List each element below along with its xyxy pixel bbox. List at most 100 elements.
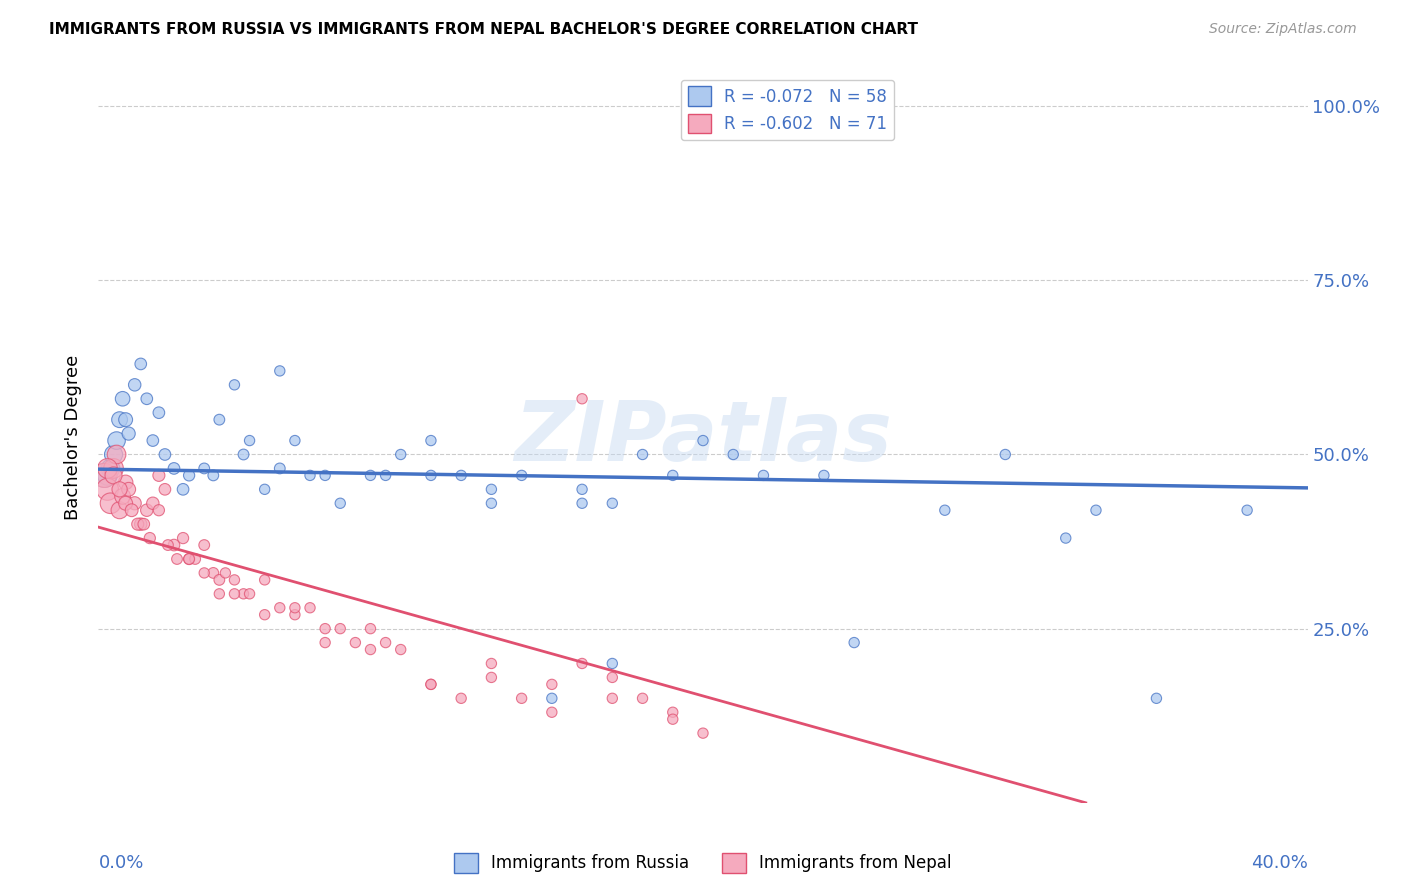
- Point: [166, 552, 188, 566]
- Point: [450, 691, 472, 706]
- Point: [540, 705, 562, 719]
- Point: [284, 600, 307, 615]
- Point: [314, 468, 336, 483]
- Point: [540, 691, 562, 706]
- Point: [329, 496, 352, 510]
- Point: [571, 392, 593, 406]
- Point: [239, 434, 262, 448]
- Point: [692, 434, 714, 448]
- Point: [148, 468, 170, 483]
- Point: [1054, 531, 1077, 545]
- Point: [129, 517, 152, 532]
- Point: [100, 496, 122, 510]
- Point: [208, 412, 231, 426]
- Point: [193, 566, 215, 580]
- Point: [93, 468, 115, 483]
- Point: [602, 657, 624, 671]
- Point: [114, 412, 136, 426]
- Point: [105, 434, 128, 448]
- Point: [571, 483, 593, 497]
- Point: [142, 434, 165, 448]
- Point: [420, 677, 443, 691]
- Point: [661, 468, 683, 483]
- Point: [344, 635, 367, 649]
- Point: [118, 483, 141, 497]
- Point: [202, 468, 225, 483]
- Point: [571, 657, 593, 671]
- Point: [360, 642, 382, 657]
- Point: [314, 635, 336, 649]
- Point: [179, 552, 201, 566]
- Point: [184, 552, 207, 566]
- Point: [374, 468, 396, 483]
- Point: [602, 691, 624, 706]
- Point: [193, 461, 215, 475]
- Point: [661, 705, 683, 719]
- Point: [193, 538, 215, 552]
- Point: [1236, 503, 1258, 517]
- Point: [96, 468, 118, 483]
- Point: [450, 468, 472, 483]
- Point: [934, 503, 956, 517]
- Point: [389, 642, 412, 657]
- Point: [389, 448, 412, 462]
- Legend: R = -0.072   N = 58, R = -0.602   N = 71: R = -0.072 N = 58, R = -0.602 N = 71: [681, 79, 894, 140]
- Point: [661, 712, 683, 726]
- Point: [360, 468, 382, 483]
- Point: [253, 607, 276, 622]
- Point: [124, 377, 146, 392]
- Point: [96, 461, 118, 475]
- Point: [208, 587, 231, 601]
- Point: [994, 448, 1017, 462]
- Point: [284, 607, 307, 622]
- Point: [232, 587, 254, 601]
- Point: [111, 489, 134, 503]
- Point: [179, 552, 201, 566]
- Point: [172, 483, 194, 497]
- Point: [148, 406, 170, 420]
- Text: 40.0%: 40.0%: [1251, 854, 1308, 872]
- Point: [148, 503, 170, 517]
- Point: [1144, 691, 1167, 706]
- Point: [96, 483, 118, 497]
- Point: [156, 538, 179, 552]
- Point: [224, 573, 246, 587]
- Text: IMMIGRANTS FROM RUSSIA VS IMMIGRANTS FROM NEPAL BACHELOR'S DEGREE CORRELATION CH: IMMIGRANTS FROM RUSSIA VS IMMIGRANTS FRO…: [49, 22, 918, 37]
- Point: [481, 670, 503, 684]
- Point: [121, 503, 143, 517]
- Point: [135, 503, 157, 517]
- Point: [163, 538, 186, 552]
- Point: [124, 496, 146, 510]
- Point: [602, 496, 624, 510]
- Point: [103, 468, 125, 483]
- Point: [100, 461, 122, 475]
- Point: [329, 622, 352, 636]
- Point: [299, 468, 322, 483]
- Point: [269, 600, 291, 615]
- Point: [232, 448, 254, 462]
- Point: [129, 357, 152, 371]
- Point: [153, 483, 176, 497]
- Point: [163, 461, 186, 475]
- Point: [540, 677, 562, 691]
- Point: [153, 448, 176, 462]
- Point: [103, 461, 125, 475]
- Point: [224, 587, 246, 601]
- Point: [202, 566, 225, 580]
- Point: [571, 496, 593, 510]
- Point: [723, 448, 745, 462]
- Point: [239, 587, 262, 601]
- Point: [135, 392, 157, 406]
- Point: [360, 622, 382, 636]
- Point: [813, 468, 835, 483]
- Point: [481, 496, 503, 510]
- Point: [844, 635, 866, 649]
- Point: [420, 434, 443, 448]
- Point: [132, 517, 155, 532]
- Point: [269, 461, 291, 475]
- Point: [103, 448, 125, 462]
- Point: [752, 468, 775, 483]
- Point: [631, 448, 654, 462]
- Point: [284, 434, 307, 448]
- Point: [108, 483, 131, 497]
